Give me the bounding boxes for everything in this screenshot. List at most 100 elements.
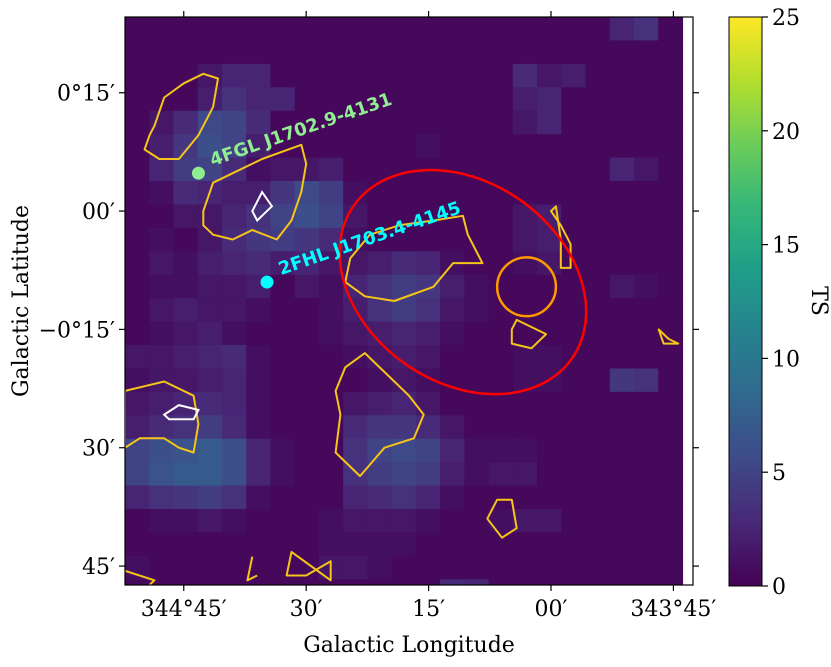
ts-cell	[537, 63, 562, 89]
ts-cell	[149, 40, 175, 66]
ts-cell	[318, 40, 344, 66]
ts-cell	[246, 134, 272, 159]
ts-cell	[391, 438, 417, 464]
ts-cell	[609, 462, 635, 488]
ts-cell	[512, 204, 538, 230]
ts-cell	[221, 204, 247, 230]
ts-cell	[173, 509, 199, 534]
ts-cell	[391, 462, 417, 488]
ts-cell	[609, 63, 635, 89]
ts-cell	[246, 251, 272, 277]
ts-cell	[561, 63, 587, 89]
ts-cell	[343, 579, 368, 585]
ts-cell	[198, 650, 223, 667]
ts-cell	[367, 298, 393, 323]
ts-cell	[561, 204, 587, 230]
ts-cell	[488, 134, 514, 159]
ts-cell	[561, 40, 587, 66]
ts-cell	[488, 555, 514, 581]
ts-cell	[318, 181, 344, 206]
ts-cell	[149, 110, 175, 136]
ts-cell	[464, 532, 490, 558]
ts-cell	[658, 438, 684, 464]
ts-cell	[512, 532, 538, 558]
ts-cell	[391, 181, 417, 206]
ts-cell	[221, 485, 247, 511]
extension-ellipse	[338, 168, 588, 396]
ts-cell	[634, 345, 659, 370]
ts-cell	[488, 579, 514, 585]
ts-cell	[294, 227, 320, 253]
ts-cell	[512, 40, 538, 66]
ts-cell	[391, 110, 417, 136]
ts-cell	[246, 603, 271, 628]
ts-cell	[488, 415, 514, 441]
ts-cell	[149, 298, 175, 323]
ts-cell	[367, 17, 393, 42]
ts-cell	[512, 391, 538, 417]
ts-cell	[149, 532, 175, 558]
ts-cell	[367, 532, 393, 558]
ts-cell	[367, 87, 393, 113]
ts-cell	[391, 509, 417, 534]
ts-cell	[537, 157, 562, 183]
colorbar-tick-label: 15	[772, 234, 800, 259]
ts-cell	[609, 509, 635, 534]
ts-cell	[634, 368, 659, 394]
ts-cell	[198, 626, 223, 651]
ts-cell	[440, 63, 465, 89]
ts-cell	[221, 227, 247, 253]
ts-cell	[537, 438, 562, 464]
ts-cell	[415, 134, 441, 159]
ts-cell	[391, 251, 417, 277]
ts-cell	[246, 345, 272, 370]
ts-cell	[294, 298, 320, 323]
ts-cell	[488, 345, 514, 370]
ts-cell	[173, 134, 199, 159]
ts-cell	[270, 462, 296, 488]
ts-cell	[609, 438, 635, 464]
ts-cell	[488, 17, 514, 42]
ts-cell	[585, 555, 611, 581]
ts-cell	[488, 462, 514, 488]
ts-contour-north-west	[143, 72, 219, 160]
ts-cell	[197, 485, 223, 511]
ts-cell	[440, 181, 465, 206]
ts-cell	[561, 626, 586, 651]
ts-cell	[125, 227, 150, 253]
ts-cell	[367, 40, 393, 66]
ts-cell	[391, 134, 417, 159]
ts-cell	[173, 345, 199, 370]
ts-cell	[464, 274, 490, 300]
ts-cell	[488, 368, 514, 394]
ts-cell	[585, 415, 611, 441]
ts-cell	[440, 532, 465, 558]
ts-cell	[391, 227, 417, 253]
ts-contour-west-edge	[125, 380, 200, 454]
ts-cell	[246, 298, 272, 323]
ts-cell	[464, 181, 490, 206]
ts-cell	[270, 274, 296, 300]
ts-cell	[585, 227, 611, 253]
ts-cell	[270, 204, 296, 230]
ts-cell	[537, 298, 562, 323]
ts-cell	[440, 298, 465, 323]
position-circle	[495, 256, 558, 318]
ts-cell	[609, 298, 635, 323]
ts-cell	[270, 579, 296, 585]
ts-cell	[221, 251, 247, 277]
ts-cell	[634, 157, 659, 183]
ts-cell	[173, 579, 199, 585]
ts-cell	[658, 509, 684, 534]
ts-cell	[125, 251, 150, 277]
ts-cell	[537, 485, 562, 511]
ts-cell	[173, 650, 198, 667]
ts-cell	[367, 462, 393, 488]
x-tick-label: 343°45′	[630, 597, 716, 622]
ts-cell	[294, 40, 320, 66]
ts-cell	[149, 227, 175, 253]
ts-cell	[343, 134, 368, 159]
ts-cell	[125, 63, 150, 89]
ts-cell	[149, 485, 175, 511]
ts-cell	[658, 251, 684, 277]
